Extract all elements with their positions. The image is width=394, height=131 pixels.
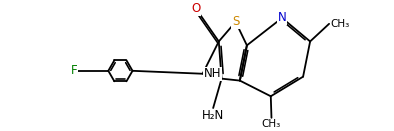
Text: N: N (278, 11, 286, 24)
Text: CH₃: CH₃ (330, 19, 349, 29)
Text: O: O (191, 2, 200, 15)
Text: NH: NH (204, 67, 221, 80)
Text: H₂N: H₂N (202, 109, 224, 122)
Text: F: F (71, 64, 77, 77)
Text: CH₃: CH₃ (262, 119, 281, 129)
Text: S: S (232, 15, 239, 28)
